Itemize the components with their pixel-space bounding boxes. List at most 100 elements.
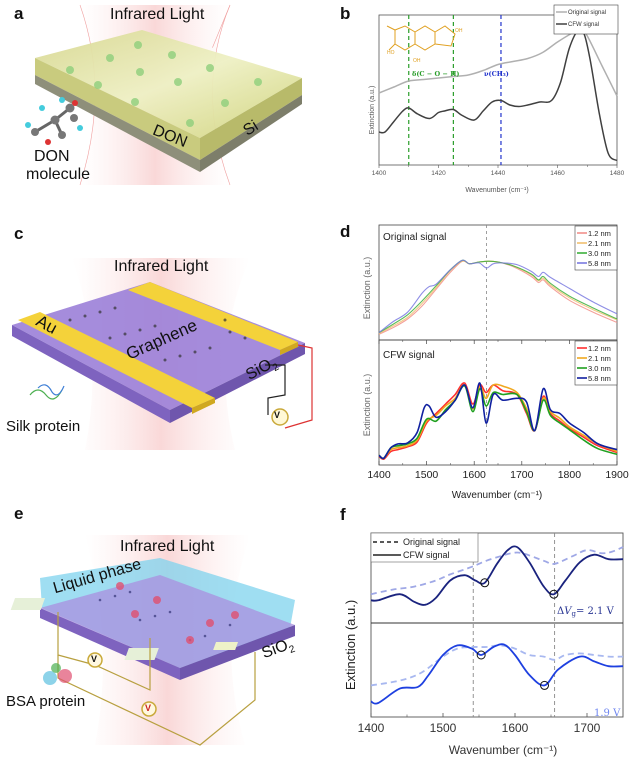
panel-label-e: e <box>14 504 24 523</box>
wire <box>284 344 313 429</box>
panel-a-illustration: Infrared Light DON Si DON molecule <box>0 0 317 200</box>
b-annotation-ch3: ν(CH₃) <box>484 70 509 78</box>
d-top-series-30nm <box>378 259 618 334</box>
d-top-legend-entry-1: 2.1 nm <box>588 239 611 248</box>
don-structure-drawing <box>386 25 456 51</box>
au-electrode-right <box>128 282 298 350</box>
d-top-series-21nm <box>378 260 618 334</box>
f-xlabel: Wavenumber (cm⁻¹) <box>449 743 558 757</box>
b-legend: Original signal CFW signal <box>553 4 619 35</box>
f-top-gate-label: ΔVg= 2.1 V <box>557 606 615 618</box>
f-bottom-gate-label: 1.9 V <box>594 708 621 719</box>
sio2-substrate <box>12 282 305 410</box>
voltmeter-label: V <box>274 410 281 420</box>
b-ylabel: Extinction (a.u.) <box>369 86 376 135</box>
d-top-legend-entry-2: 3.0 nm <box>588 249 611 258</box>
panel-label-d: d <box>340 222 351 241</box>
f-xtick-label-1: 1500 <box>430 721 457 735</box>
d-bottom-series-21nm <box>378 383 618 460</box>
f-subplot-1-marker-0 <box>476 650 486 660</box>
d-bottom-legend-entry-1: 2.1 nm <box>588 354 611 363</box>
b-xlabel: Wavenumber (cm⁻¹) <box>465 187 528 194</box>
voltmeter-icon <box>141 701 157 717</box>
silk-protein-label: Silk protein <box>6 418 81 435</box>
b-legend-cfw: CFW signal <box>568 22 599 28</box>
f-plot-frame <box>370 532 624 718</box>
panel-label-a: a <box>14 4 24 23</box>
f-top-gate-sub: g <box>571 610 576 618</box>
d-bottom-legend-entry-0: 1.2 nm <box>588 344 611 353</box>
d-top-title: Original signal <box>383 232 446 243</box>
f-xtick-label-2: 1600 <box>502 721 529 735</box>
f-legend-original: Original signal <box>403 537 460 547</box>
infrared-light-label: Infrared Light <box>110 6 205 23</box>
don-molecule-label-line2: molecule <box>26 166 91 183</box>
chart-d: 1400 1500 1600 1700 1800 1900 Original signal… <box>362 224 629 500</box>
don-layer <box>35 30 302 138</box>
infrared-light-label: Infrared Light <box>120 538 215 555</box>
voltmeter-icon <box>271 408 289 426</box>
voltmeter-icon <box>87 652 103 668</box>
f-xtick-label-3: 1700 <box>574 721 601 735</box>
bsa-protein-model <box>43 663 72 685</box>
b-xtick-label-4: 1480 <box>610 170 625 177</box>
f-subplot-0-marker-1 <box>549 589 559 599</box>
panel-e-illustration: Infrared Light Liquid phase SiO2 V V BSA… <box>0 480 317 758</box>
d-top-legend-entry-0: 1.2 nm <box>588 229 611 238</box>
don-structure-oh: OH <box>413 58 421 64</box>
f-top-gate-delta: Δ <box>557 606 564 617</box>
don-molecule-label-line1: DON <box>34 148 70 165</box>
d-bottom-ylabel: Extinction (a.u.) <box>362 374 372 437</box>
d-bottom-title: CFW signal <box>383 350 435 361</box>
graphene-device-illustration <box>12 258 313 450</box>
voltmeter-label: V <box>91 654 98 664</box>
f-subplot-1-cfw <box>370 643 624 705</box>
d-top-ylabel: Extinction (a.u.) <box>362 257 372 320</box>
b-series-cfw <box>378 28 618 162</box>
d-top-series-58nm <box>378 259 618 334</box>
d-bottom-series-12nm <box>378 382 618 461</box>
b-xtick-label-1: 1420 <box>431 170 446 177</box>
f-top-gate-suffix: = 2.1 V <box>576 606 615 617</box>
f-xtick-label-0: 1400 <box>358 721 385 735</box>
b-annotation-coh: δ(C − O − H) <box>412 70 459 78</box>
don-molecule-model <box>25 97 83 145</box>
electrode-pad <box>213 642 239 650</box>
d-xtick-label-2: 1600 <box>463 469 487 481</box>
f-subplot-0-marker-0 <box>480 578 490 588</box>
si-substrate <box>35 75 200 172</box>
b-legend-original: Original signal <box>568 10 606 16</box>
voltmeter-label: V <box>145 703 152 713</box>
d-top-series-12nm <box>378 260 618 335</box>
graphene-sheet <box>68 306 247 362</box>
chart-b: 1400 1420 1440 1460 1480 Extinction (a.u.) W… <box>369 4 625 194</box>
f-subplot-1-original <box>370 644 624 687</box>
f-subplot-0-cfw <box>370 545 624 606</box>
au-electrode-left <box>18 312 215 408</box>
d-top-legend-entry-3: 5.8 nm <box>588 259 611 268</box>
b-xtick-label-0: 1400 <box>372 170 387 177</box>
f-legend: Original signal CFW signal <box>370 532 479 563</box>
b-xtick-label-3: 1460 <box>550 170 565 177</box>
d-xtick-label-4: 1800 <box>558 469 582 481</box>
d-xtick-label-3: 1700 <box>510 469 534 481</box>
chart-f: 1400 1500 1600 1700 Extinction (a.u.) Waven… <box>343 532 624 757</box>
don-structure-oh2: OH <box>455 28 463 34</box>
d-xtick-label-5: 1900 <box>605 469 629 481</box>
liquid-phase-device-illustration <box>10 535 295 746</box>
d-xtick-label-1: 1500 <box>415 469 439 481</box>
d-bottom-legend-entry-3: 5.8 nm <box>588 374 611 383</box>
panel-label-c: c <box>14 224 24 243</box>
silk-protein-model <box>29 384 65 400</box>
electrode-pad <box>124 648 159 660</box>
f-subplot-0-original <box>370 546 624 596</box>
f-top-gate-var: V <box>564 606 573 617</box>
bsa-protein-label: BSA protein <box>6 693 86 710</box>
panel-label-b: b <box>340 4 351 23</box>
f-legend-cfw: CFW signal <box>403 550 450 560</box>
don-sensor-illustration <box>25 4 302 186</box>
f-ylabel: Extinction (a.u.) <box>343 600 358 690</box>
d-xtick-label-0: 1400 <box>367 469 391 481</box>
panel-c-illustration: Infrared Light Au Graphene SiO2 V Silk p… <box>0 220 317 460</box>
d-bottom-series-58nm <box>378 382 618 460</box>
